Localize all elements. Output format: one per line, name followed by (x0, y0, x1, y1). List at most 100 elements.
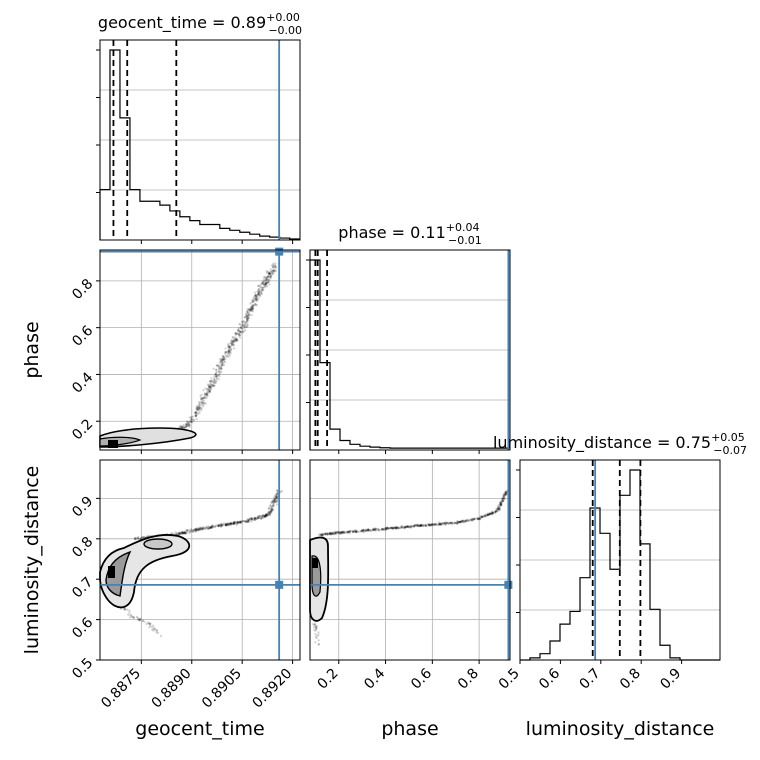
sample-point (153, 628, 156, 631)
sample-point (391, 526, 394, 529)
sample-point (494, 510, 497, 513)
sample-point (458, 520, 461, 523)
sample-point (152, 624, 155, 627)
sample-point (395, 527, 398, 530)
sample-point (496, 507, 499, 511)
sample-point (268, 510, 272, 514)
sample-point (406, 525, 409, 528)
title-minus: −0.07 (713, 444, 747, 457)
sample-point (207, 525, 210, 528)
sample-point (269, 275, 273, 278)
sample-point (220, 364, 224, 367)
sample-point (143, 620, 146, 623)
sample-point (199, 527, 202, 531)
sample-point (447, 521, 450, 524)
sample-point (226, 343, 229, 346)
sample-point (270, 508, 273, 511)
sample-point (433, 524, 436, 527)
sample-point (227, 355, 230, 358)
sample-point (208, 390, 212, 393)
sample-point (257, 290, 260, 293)
sample-point (227, 346, 230, 349)
sample-point (184, 422, 188, 426)
sample-point (267, 507, 270, 510)
sample-point (265, 514, 269, 517)
sample-point (491, 512, 494, 515)
sample-point (228, 350, 231, 353)
sample-point (183, 426, 186, 429)
sample-point (460, 520, 463, 523)
sample-point (257, 516, 260, 520)
sample-point (126, 608, 129, 611)
sample-point (241, 324, 244, 327)
sample-point (274, 264, 277, 267)
sample-point (253, 299, 256, 302)
sample-point (352, 530, 355, 533)
title-plus: +0.00 (266, 11, 300, 24)
sample-point (200, 397, 203, 400)
sample-point (204, 402, 207, 405)
sample-point (202, 396, 205, 400)
sample-point (187, 529, 190, 532)
sample-point (243, 324, 247, 327)
sample-point (239, 326, 243, 330)
sample-point (361, 530, 364, 533)
sample-point (242, 520, 245, 523)
sample-point (210, 385, 213, 388)
sample-point (140, 537, 143, 540)
sample-point (194, 529, 198, 532)
y-tick-label: 0.8 (69, 276, 96, 303)
sample-point (239, 521, 242, 524)
sample-point (337, 531, 341, 534)
sample-point (245, 320, 249, 323)
sample-point (351, 529, 354, 533)
sample-point (268, 272, 271, 275)
sample-point (221, 361, 224, 364)
sample-point (391, 527, 394, 530)
sample-point (504, 493, 507, 497)
sample-point (178, 531, 181, 534)
sample-point (204, 526, 207, 529)
sample-point (227, 522, 230, 525)
sample-point (439, 522, 442, 526)
sample-point (221, 358, 224, 361)
sample-point (321, 533, 324, 537)
luminosity-distance-histogram (520, 469, 720, 661)
sample-point (207, 527, 211, 530)
x-tick-label: 0.6 (408, 665, 435, 692)
sample-point (219, 358, 222, 361)
sample-point (464, 519, 467, 522)
sample-point (148, 626, 151, 629)
sample-point (185, 529, 188, 532)
sample-point (491, 512, 494, 515)
sample-point (149, 624, 152, 627)
sample-point (188, 530, 191, 533)
sample-point (337, 531, 340, 534)
sample-point (215, 374, 219, 378)
sample-point (275, 494, 278, 497)
sample-point (199, 526, 202, 529)
sample-point (227, 345, 230, 348)
sample-point (181, 531, 184, 534)
sample-point (209, 381, 212, 384)
sample-point (247, 317, 250, 320)
sample-point (214, 525, 217, 528)
sample-point (428, 524, 431, 527)
sample-point (221, 354, 224, 358)
sample-point (211, 526, 214, 529)
sample-point (149, 622, 152, 625)
sample-point (249, 307, 252, 310)
sample-point (280, 490, 284, 493)
sample-point (177, 532, 180, 535)
sample-point (226, 353, 229, 356)
sample-point (430, 523, 433, 526)
sample-point (156, 629, 159, 632)
sample-point (185, 531, 188, 534)
sample-point (259, 517, 263, 520)
sample-point (332, 533, 336, 536)
sample-point (381, 528, 384, 531)
sample-point (195, 529, 198, 532)
sample-point (466, 518, 469, 521)
sample-point (191, 415, 194, 418)
sample-point (194, 415, 197, 418)
